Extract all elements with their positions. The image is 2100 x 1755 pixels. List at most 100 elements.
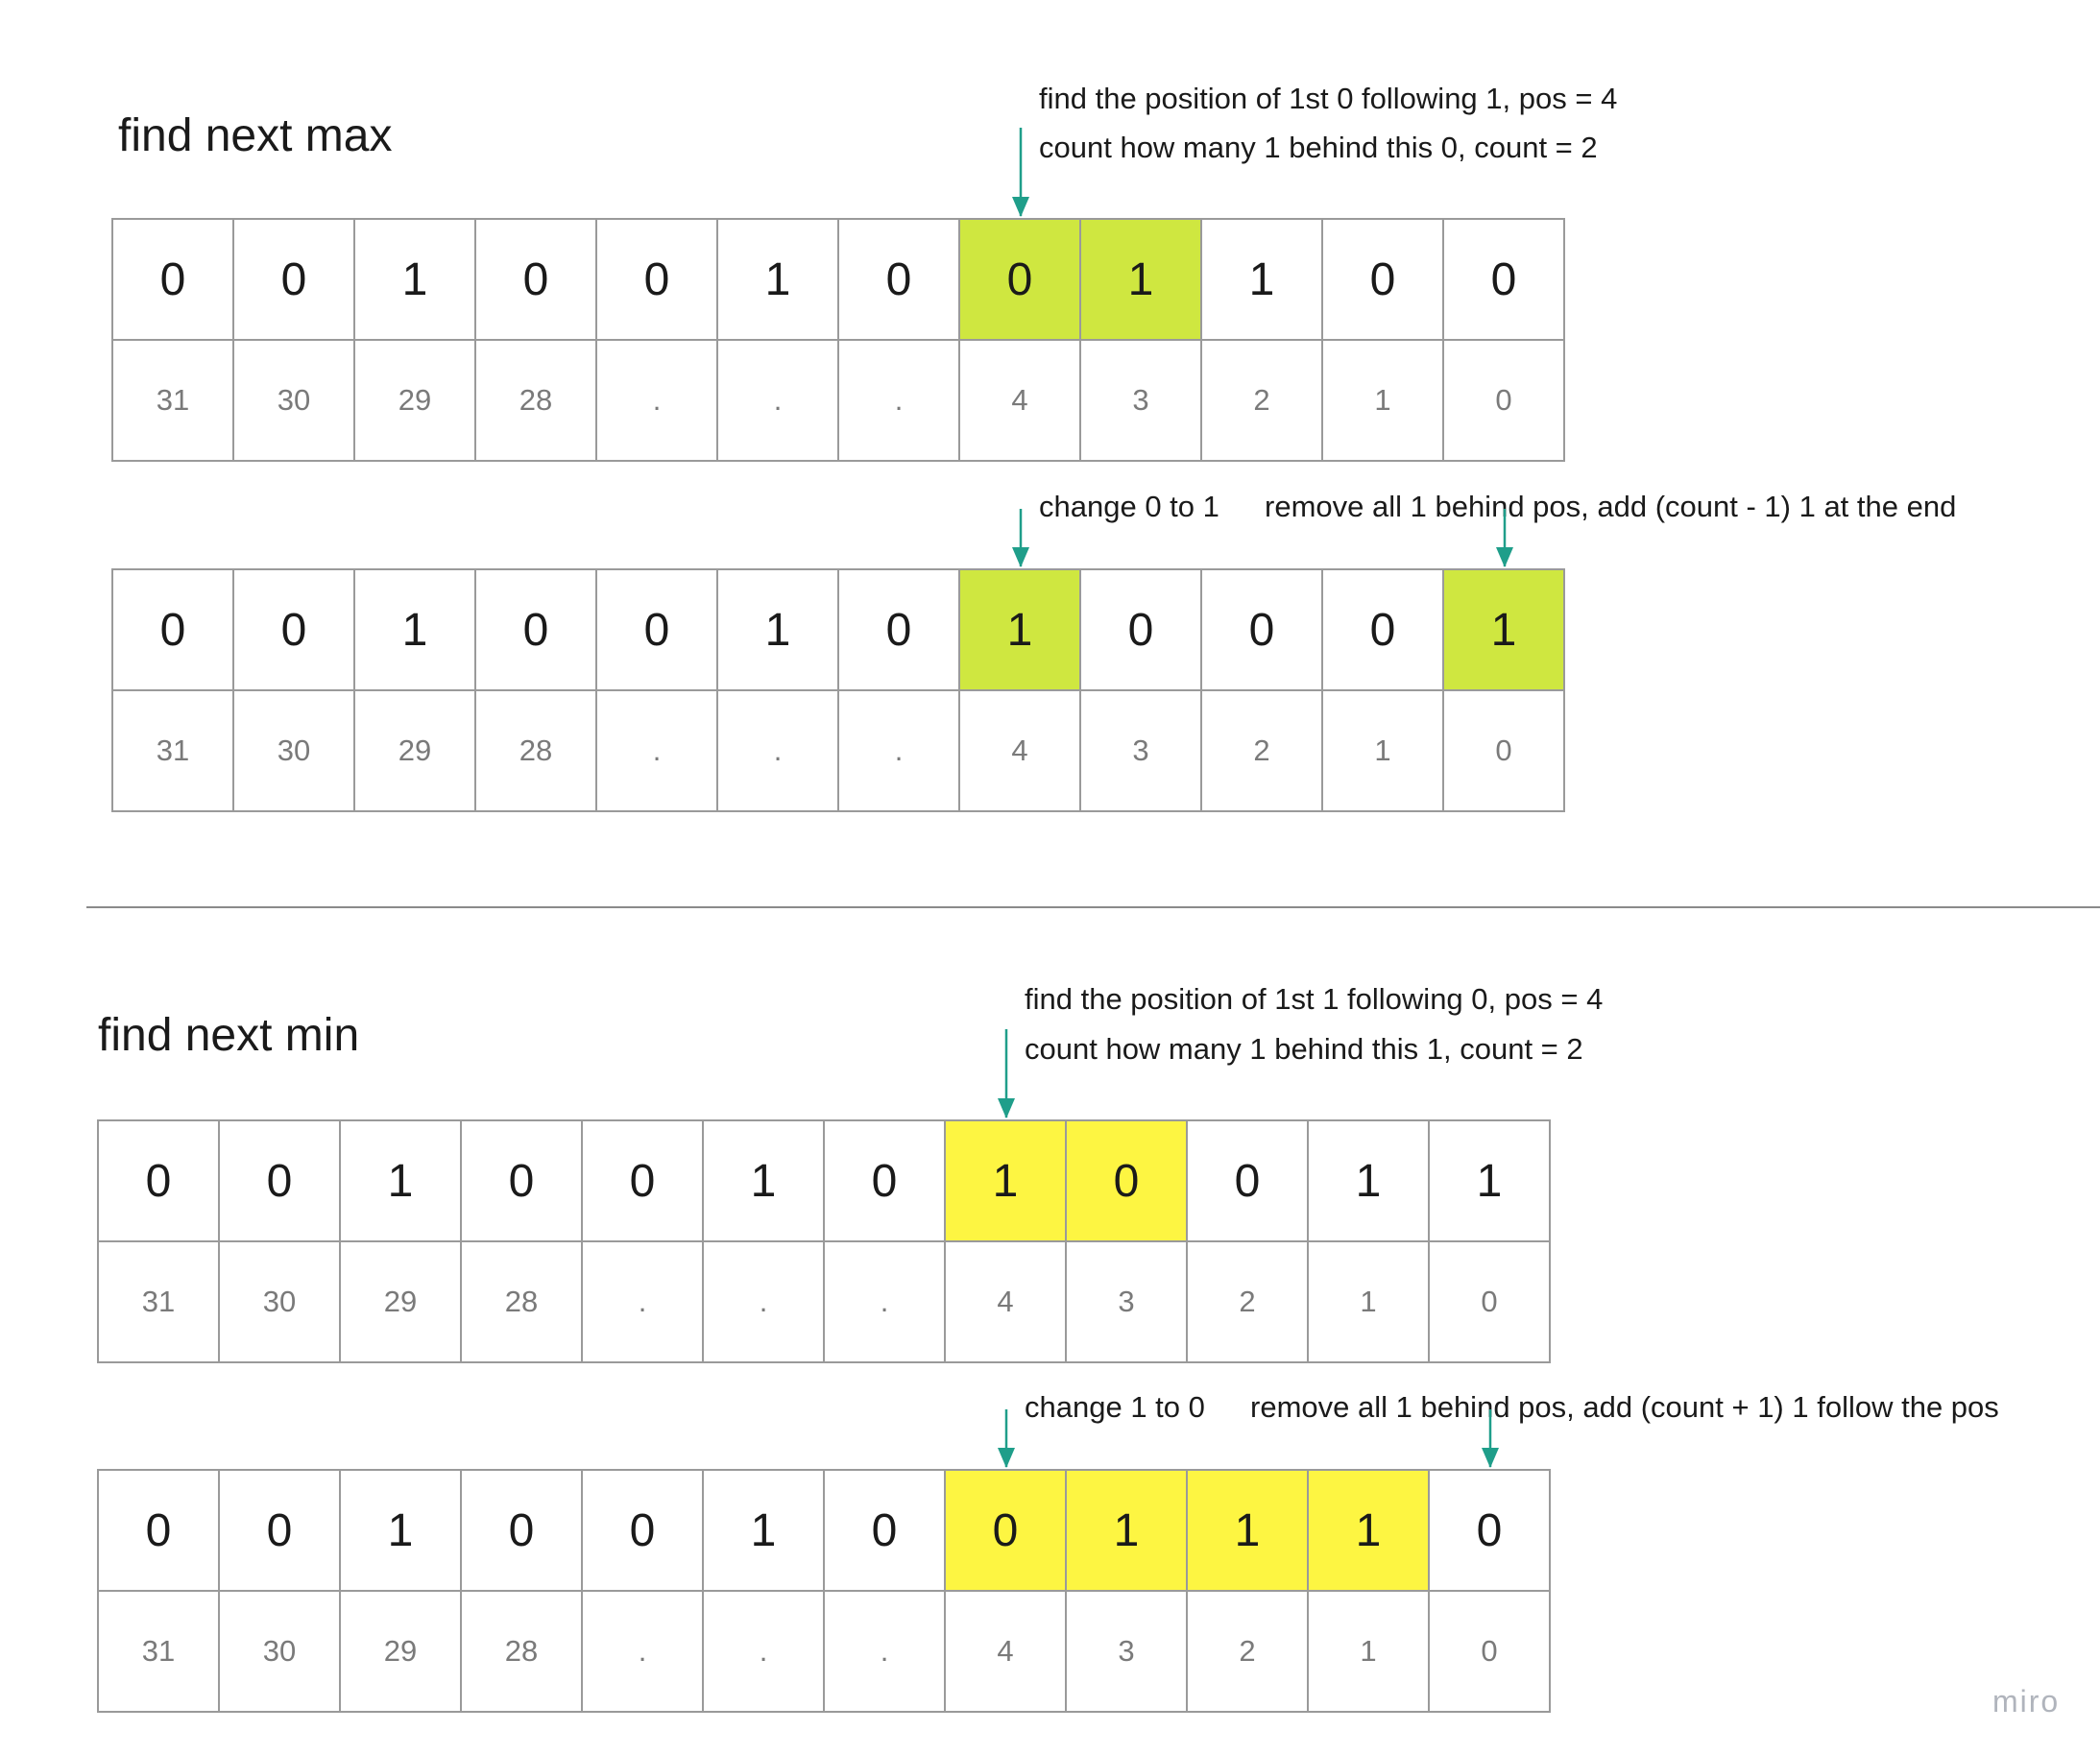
bit-cell: 1	[1067, 1471, 1188, 1592]
note-find-position: find the position of 1st 0 following 1, …	[1039, 82, 1618, 115]
bit-table-next-max-after: 0 0 1 0 0 1 0 1 0 0 0 1 31 30 29 28... 4 3 2 1 0	[111, 568, 1565, 812]
bit-cell: 1	[1188, 1471, 1309, 1592]
bit-cell: 1	[704, 1121, 825, 1242]
bit-cell: 0	[234, 570, 355, 691]
bit-table-next-min-before: 0 0 1 0 0 1 0 1 0 0 1 1 31 30 29 28... 4 3 2 1 0	[97, 1119, 1551, 1363]
bit-cell: 0	[1188, 1121, 1309, 1242]
arrowhead-icon	[998, 1448, 1015, 1468]
bit-cell: 1	[960, 570, 1081, 691]
bit-cell: 0	[476, 570, 597, 691]
note-find-position: find the position of 1st 1 following 0, …	[1025, 982, 1604, 1016]
bit-cell: 0	[113, 570, 234, 691]
bit-index-cell: 4	[960, 341, 1081, 462]
bit-index-cell: 3	[1067, 1242, 1188, 1363]
bit-cell: 0	[946, 1471, 1067, 1592]
bit-index-cell: 29	[355, 341, 476, 462]
bit-index-cell: 30	[220, 1242, 341, 1363]
bit-index-cell: .	[597, 341, 718, 462]
change-label-set-bit: change 0 to 1	[1039, 490, 1219, 523]
bit-index-cell: .	[583, 1242, 704, 1363]
bit-cell: 1	[1202, 220, 1323, 341]
arrowhead-icon	[1012, 197, 1029, 217]
bit-index-cell: 1	[1323, 691, 1444, 812]
arrowhead-icon	[1496, 547, 1513, 567]
miro-watermark: miro	[1992, 1684, 2061, 1719]
bit-cell: 0	[825, 1121, 946, 1242]
bit-cell: 0	[476, 220, 597, 341]
bit-index-cell: .	[839, 341, 960, 462]
bit-cell: 0	[462, 1471, 583, 1592]
bit-index-cell: 29	[341, 1242, 462, 1363]
bit-cell: 0	[825, 1471, 946, 1592]
bit-cell: 0	[220, 1121, 341, 1242]
bit-cell: 0	[960, 220, 1081, 341]
bit-index-cell: .	[825, 1592, 946, 1713]
bit-cell: 0	[1444, 220, 1565, 341]
bit-cell: 0	[1067, 1121, 1188, 1242]
bit-index-cell: 4	[960, 691, 1081, 812]
bit-index-cell: 0	[1430, 1242, 1551, 1363]
bit-index-cell: 0	[1430, 1592, 1551, 1713]
bit-cell: 0	[839, 570, 960, 691]
bit-index-cell: 28	[476, 341, 597, 462]
bit-table-next-min-after: 0 0 1 0 0 1 0 0 1 1 1 0 31 30 29 28... 4 3 2 1 0	[97, 1469, 1551, 1713]
bit-index-cell: 2	[1188, 1242, 1309, 1363]
bit-index-cell: .	[718, 691, 839, 812]
bit-index-cell: 0	[1444, 341, 1565, 462]
bit-index-cell: 30	[220, 1592, 341, 1713]
bit-cell: 0	[597, 220, 718, 341]
bit-index-cell: 31	[113, 341, 234, 462]
bit-cell: 0	[1081, 570, 1202, 691]
bit-index-cell: 29	[341, 1592, 462, 1713]
section-title-next-min: find next min	[98, 1010, 360, 1061]
bit-index-cell: 31	[99, 1592, 220, 1713]
bit-cell: 1	[946, 1121, 1067, 1242]
bit-cell: 1	[1309, 1471, 1430, 1592]
bit-index-cell: .	[704, 1242, 825, 1363]
bit-index-cell: 28	[462, 1242, 583, 1363]
bit-cell: 0	[1202, 570, 1323, 691]
arrowhead-icon	[998, 1098, 1015, 1118]
bit-index-cell: 2	[1202, 341, 1323, 462]
bit-cell: 1	[718, 220, 839, 341]
bit-index-cell: 31	[113, 691, 234, 812]
bit-cell: 0	[583, 1471, 704, 1592]
bit-cell: 1	[1444, 570, 1565, 691]
bit-cell: 0	[1323, 220, 1444, 341]
section-title-next-max: find next max	[118, 110, 393, 161]
note-count-ones: count how many 1 behind this 1, count = …	[1025, 1032, 1583, 1066]
bit-cell: 1	[1081, 220, 1202, 341]
bit-cell: 0	[462, 1121, 583, 1242]
bit-index-cell: 3	[1081, 691, 1202, 812]
change-label-remove-ones: remove all 1 behind pos, add (count + 1)…	[1250, 1390, 1999, 1424]
bit-cell: 0	[113, 220, 234, 341]
bit-cell: 1	[341, 1121, 462, 1242]
bit-cell: 0	[1323, 570, 1444, 691]
arrowhead-icon	[1012, 547, 1029, 567]
bit-index-cell: .	[718, 341, 839, 462]
bit-cell: 0	[99, 1121, 220, 1242]
bit-index-cell: 30	[234, 341, 355, 462]
bit-index-cell: 28	[476, 691, 597, 812]
bit-index-cell: 1	[1309, 1242, 1430, 1363]
bit-cell: 0	[234, 220, 355, 341]
bit-index-cell: 0	[1444, 691, 1565, 812]
change-label-remove-ones: remove all 1 behind pos, add (count - 1)…	[1265, 490, 1957, 523]
bit-cell: 0	[1430, 1471, 1551, 1592]
bit-index-cell: 31	[99, 1242, 220, 1363]
bit-index-cell: 1	[1323, 341, 1444, 462]
bit-cell: 0	[220, 1471, 341, 1592]
bit-index-cell: .	[825, 1242, 946, 1363]
bit-index-cell: 30	[234, 691, 355, 812]
bit-index-cell: 2	[1188, 1592, 1309, 1713]
change-label-clear-bit: change 1 to 0	[1025, 1390, 1205, 1424]
bit-index-cell: 3	[1067, 1592, 1188, 1713]
bit-index-cell: .	[583, 1592, 704, 1713]
bit-cell: 1	[1430, 1121, 1551, 1242]
bit-index-cell: 1	[1309, 1592, 1430, 1713]
bit-cell: 1	[1309, 1121, 1430, 1242]
bit-cell: 1	[355, 570, 476, 691]
bit-index-cell: .	[839, 691, 960, 812]
bit-index-cell: 3	[1081, 341, 1202, 462]
bit-cell: 0	[839, 220, 960, 341]
